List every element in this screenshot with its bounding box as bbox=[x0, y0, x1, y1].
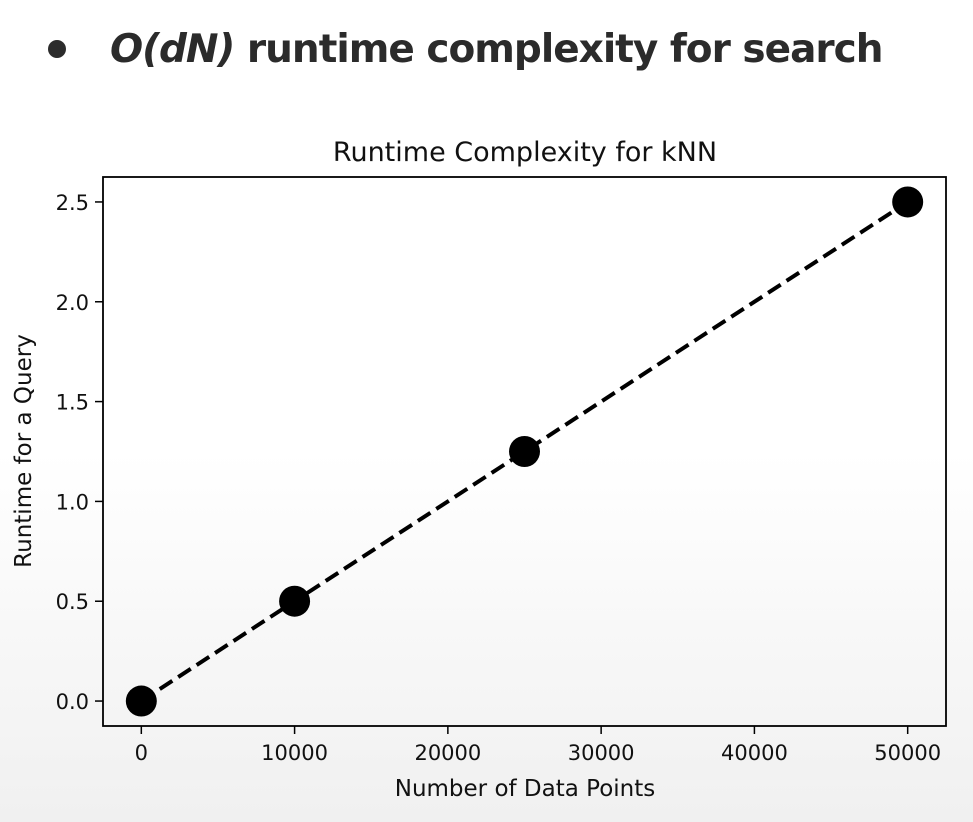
data-point bbox=[892, 186, 924, 218]
slide-bullet: O(dN) runtime complexity for search bbox=[48, 14, 884, 84]
y-axis-label: Runtime for a Query bbox=[11, 334, 37, 568]
y-axis: 0.0 0.5 1.0 1.5 2.0 2.5 bbox=[56, 191, 103, 714]
x-axis-label: Number of Data Points bbox=[395, 776, 656, 802]
x-axis: 0 10000 20000 30000 40000 50000 bbox=[135, 726, 941, 765]
chart-title: Runtime Complexity for kNN bbox=[333, 137, 717, 168]
x-tick-label: 20000 bbox=[414, 741, 481, 765]
y-tick-label: 1.0 bbox=[56, 490, 89, 514]
x-tick-label: 50000 bbox=[874, 741, 941, 765]
y-tick-label: 2.0 bbox=[56, 291, 89, 315]
x-tick-label: 40000 bbox=[721, 741, 788, 765]
x-tick-label: 10000 bbox=[261, 741, 328, 765]
y-tick-label: 0.5 bbox=[56, 590, 89, 614]
series-line bbox=[140, 200, 909, 703]
plot-frame bbox=[102, 176, 947, 727]
bullet-text: O(dN) runtime complexity for search bbox=[110, 26, 884, 72]
bullet-math: O(dN) bbox=[110, 26, 235, 72]
bullet-dot-icon bbox=[48, 40, 66, 58]
series-group bbox=[125, 186, 924, 717]
y-tick-label: 2.5 bbox=[56, 191, 89, 215]
bullet-label: runtime complexity for search bbox=[234, 26, 884, 72]
x-tick-label: 30000 bbox=[568, 741, 635, 765]
y-tick-label: 1.5 bbox=[56, 391, 89, 415]
y-tick-label: 0.0 bbox=[56, 690, 89, 714]
x-tick-label: 0 bbox=[135, 741, 148, 765]
data-point bbox=[509, 436, 540, 467]
data-point bbox=[125, 685, 157, 717]
data-point bbox=[279, 585, 311, 617]
